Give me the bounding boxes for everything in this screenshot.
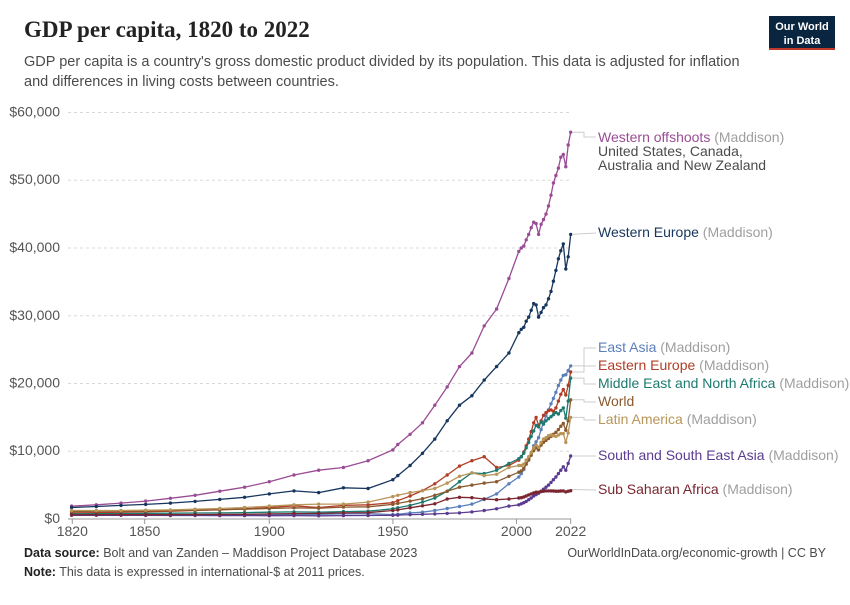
svg-text:$30,000: $30,000 (9, 307, 60, 323)
svg-text:$50,000: $50,000 (9, 171, 60, 187)
svg-text:$10,000: $10,000 (9, 442, 60, 458)
svg-text:1950: 1950 (377, 523, 408, 539)
svg-text:$60,000: $60,000 (9, 104, 60, 120)
svg-text:$40,000: $40,000 (9, 239, 60, 255)
svg-text:$20,000: $20,000 (9, 375, 60, 391)
svg-text:2000: 2000 (501, 523, 532, 539)
svg-text:1820: 1820 (57, 523, 88, 539)
svg-text:1900: 1900 (254, 523, 285, 539)
svg-text:1850: 1850 (129, 523, 160, 539)
svg-text:2022: 2022 (555, 523, 586, 539)
